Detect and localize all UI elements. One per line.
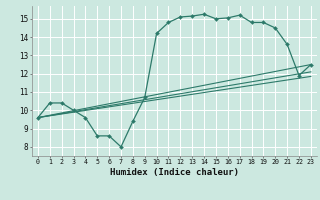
X-axis label: Humidex (Indice chaleur): Humidex (Indice chaleur): [110, 168, 239, 177]
